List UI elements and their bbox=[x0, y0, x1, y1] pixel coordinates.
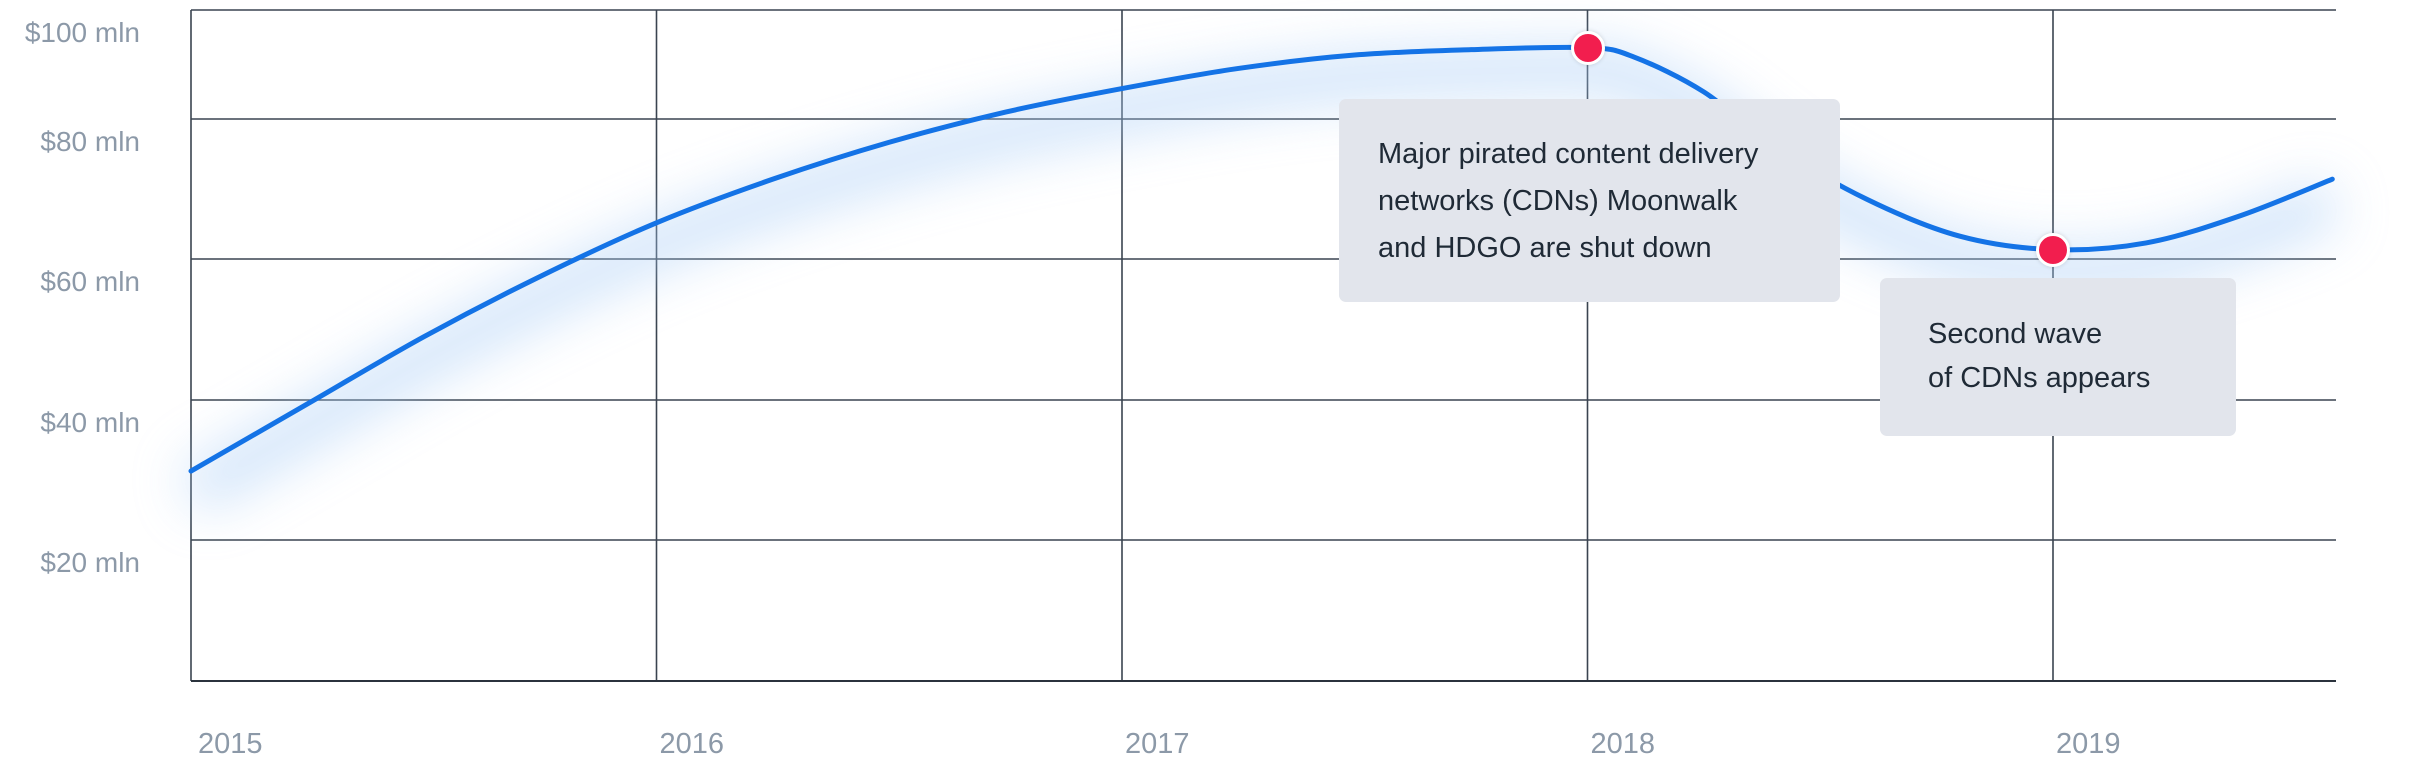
series-group bbox=[179, 44, 2341, 513]
grid-lines bbox=[190, 9, 2336, 681]
x-tick-label: 2015 bbox=[198, 728, 263, 760]
annotation-line: networks (CDNs) Moonwalk bbox=[1378, 185, 1738, 217]
series-line bbox=[188, 44, 2335, 474]
annotation-line: of CDNs appears bbox=[1928, 362, 2151, 394]
annotation-callout-cdn-shutdown: Major pirated content delivery networks … bbox=[1339, 99, 1840, 302]
x-tick-label: 2017 bbox=[1125, 728, 1190, 760]
y-tick-label: $100 mln bbox=[24, 17, 140, 48]
x-tick-label: 2018 bbox=[1590, 728, 1656, 760]
annotation-callout-second-wave: Second wave of CDNs appears bbox=[1880, 278, 2236, 436]
annotation-marker bbox=[1570, 30, 1605, 65]
y-tick-label: $20 mln bbox=[40, 547, 140, 578]
annotation-line: Second wave bbox=[1928, 318, 2103, 350]
annotation-line: Major pirated content delivery bbox=[1378, 138, 1759, 170]
y-tick-label: $60 mln bbox=[40, 266, 140, 297]
y-tick-label: $80 mln bbox=[40, 126, 140, 157]
x-tick-label: 2016 bbox=[659, 728, 725, 760]
annotation-marker bbox=[2036, 232, 2070, 267]
annotation-line: and HDGO are shut down bbox=[1378, 232, 1712, 264]
series-line-glow bbox=[179, 46, 2341, 513]
x-tick-label: 2019 bbox=[2056, 728, 2121, 760]
y-tick-label: $40 mln bbox=[40, 407, 140, 438]
